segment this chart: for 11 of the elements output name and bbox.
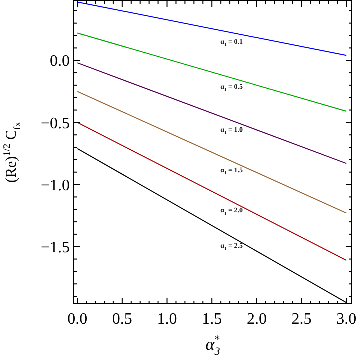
x-tick-label: 0.0 <box>68 311 88 328</box>
x-tick-label: 1.0 <box>157 311 178 328</box>
x-tick-label: 2.5 <box>292 311 312 328</box>
x-tick-label: 2.0 <box>246 311 267 328</box>
y-tick-label: −1.0 <box>40 177 70 194</box>
y-tick-label: 0.0 <box>50 53 70 70</box>
x-tick-label: 3.0 <box>336 311 357 328</box>
x-tick-label: 1.5 <box>202 311 222 328</box>
y-tick-label: −1.5 <box>40 239 70 256</box>
x-tick-label: 0.5 <box>112 311 132 328</box>
y-tick-label: −0.5 <box>40 115 70 132</box>
